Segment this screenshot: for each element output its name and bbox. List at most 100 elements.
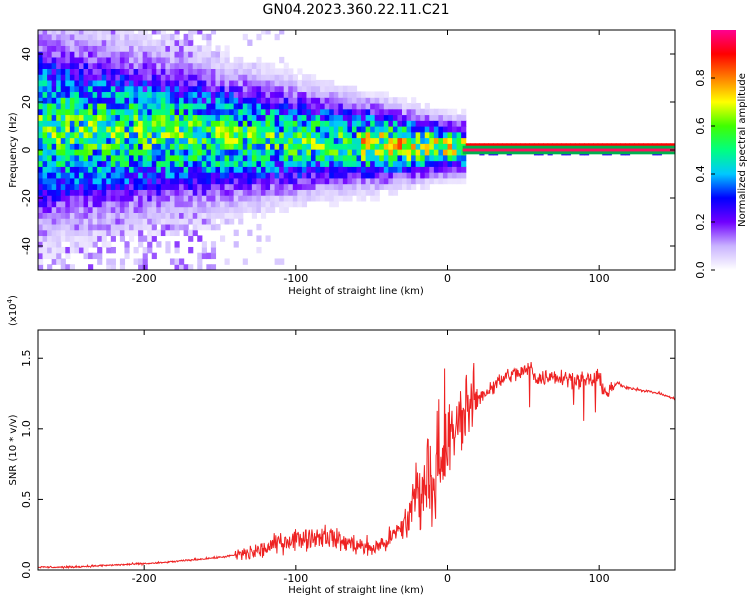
heatmap-cell	[229, 85, 235, 93]
heatmap-cell	[260, 74, 267, 81]
heatmap-cell	[229, 114, 235, 121]
heatmap-cell	[192, 108, 198, 116]
heatmap-cell	[88, 183, 94, 190]
heatmap-cell	[233, 154, 239, 162]
heatmap-cell	[201, 102, 207, 110]
heatmap-cell	[420, 177, 426, 185]
heatmap-cell	[169, 189, 176, 196]
heatmap-cell	[56, 206, 62, 213]
heatmap-cell	[56, 235, 62, 242]
heatmap-cell	[329, 195, 335, 202]
heatmap-cell	[402, 114, 408, 121]
heatmap-cell	[201, 143, 207, 150]
heatmap-cell	[374, 114, 380, 121]
heatmap-cell	[333, 137, 339, 144]
heatmap-cell	[274, 114, 280, 121]
heatmap-cell	[379, 131, 385, 139]
heatmap-cell	[142, 223, 148, 231]
heatmap-cell	[124, 229, 130, 237]
heatmap-cell	[424, 143, 430, 150]
heatmap-cell	[119, 149, 126, 156]
heatmap-cell	[288, 143, 294, 150]
heatmap-cell	[65, 154, 71, 162]
heatmap-cell	[124, 74, 130, 81]
heatmap-cell	[438, 114, 444, 121]
heatmap-cell	[192, 206, 198, 213]
heatmap-cell	[452, 154, 458, 162]
heatmap-cell	[461, 160, 467, 167]
heatmap-cell	[69, 79, 75, 87]
heatmap-cell	[110, 56, 116, 64]
heatmap-cell	[374, 172, 380, 179]
heatmap-cell	[452, 120, 458, 127]
heatmap-cell	[69, 51, 75, 58]
heatmap-cell	[97, 212, 103, 219]
heatmap-cell	[224, 74, 230, 81]
heatmap-cell	[229, 154, 235, 162]
heatmap-cell	[38, 223, 44, 231]
heatmap-cell	[402, 149, 408, 156]
heatmap-cell	[83, 30, 89, 35]
heatmap-cell	[42, 189, 48, 196]
heatmap-cell	[292, 177, 298, 185]
heatmap-cell	[429, 160, 435, 167]
heatmap-cell	[192, 68, 198, 75]
heatmap-cell	[279, 189, 285, 196]
heatmap-cell	[229, 62, 235, 69]
heatmap-cell	[292, 200, 298, 208]
heatmap-cell	[370, 177, 376, 185]
heatmap-cell	[251, 195, 257, 202]
heatmap-cell	[283, 137, 289, 144]
heatmap-cell	[283, 91, 289, 98]
heatmap-cell	[174, 131, 180, 139]
heatmap-cell	[220, 126, 226, 133]
heatmap-cell	[88, 200, 94, 208]
heatmap-cell	[461, 172, 467, 179]
heatmap-cell	[151, 189, 157, 196]
heatmap-cell	[383, 131, 389, 139]
heatmap-cell	[56, 131, 62, 139]
heatmap-cell	[270, 189, 276, 196]
heatmap-cell	[356, 91, 362, 98]
heatmap-cell	[242, 189, 248, 196]
heatmap-cell	[174, 258, 180, 265]
heatmap-cell	[133, 149, 139, 156]
heatmap-cell	[210, 172, 217, 179]
heatmap-cell	[197, 160, 203, 167]
heatmap-cell	[233, 62, 239, 69]
heatmap-cell	[78, 189, 85, 196]
heatmap-cell	[424, 137, 430, 144]
heatmap-cell	[129, 51, 135, 58]
heatmap-cell	[351, 137, 358, 144]
heatmap-cell	[260, 120, 267, 127]
heatmap-cell	[142, 131, 148, 139]
heatmap-cell	[47, 246, 53, 254]
heatmap-cell	[188, 30, 194, 35]
heatmap-cell	[347, 85, 353, 93]
heatmap-cell	[411, 108, 417, 116]
heatmap-cell	[156, 177, 162, 185]
heatmap-cell	[342, 97, 348, 104]
heatmap-cell	[201, 154, 207, 162]
heatmap-cell	[201, 212, 207, 219]
heatmap-cell	[106, 108, 112, 116]
heatmap-cell	[260, 114, 267, 121]
heatmap-cell	[83, 223, 89, 231]
heatmap-cell	[147, 149, 153, 156]
heatmap-cell	[110, 74, 116, 81]
heatmap-cell	[142, 30, 148, 35]
heatmap-cell	[92, 137, 98, 144]
heatmap-cell	[342, 91, 348, 98]
heatmap-cell	[138, 212, 144, 219]
heatmap-cell	[160, 172, 166, 179]
heatmap-cell	[406, 137, 412, 144]
heatmap-cell	[56, 137, 62, 144]
heatmap-cell	[306, 126, 312, 133]
heatmap-cell	[188, 74, 194, 81]
heatmap-cell	[251, 212, 257, 219]
heatmap-cell	[110, 246, 116, 254]
heatmap-cell	[151, 97, 157, 104]
heatmap-cell	[124, 114, 130, 121]
heatmap-cell	[78, 91, 85, 98]
heatmap-cell	[347, 189, 353, 196]
